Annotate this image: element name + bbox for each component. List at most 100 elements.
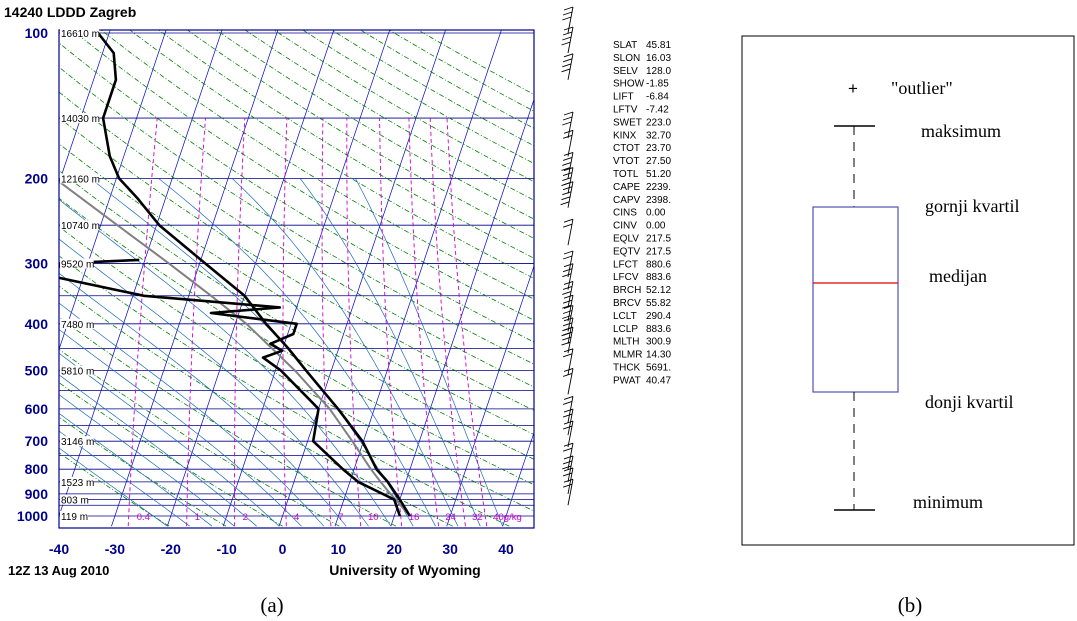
dry-adiabat — [129, 30, 534, 279]
wind-barb — [561, 53, 574, 80]
parcel-path-line — [59, 180, 411, 517]
label-donji-kvartil: donji kvartil — [925, 392, 1014, 412]
index-value: 45.81 — [646, 40, 671, 51]
index-value: 0.00 — [646, 208, 666, 219]
label-outlier: "outlier" — [891, 78, 953, 98]
isotherm-line — [446, 264, 534, 527]
index-name: LCLP — [613, 324, 638, 335]
height-label: 119 m — [61, 512, 88, 523]
index-name: CINV — [613, 221, 637, 232]
height-label: 1523 m — [61, 478, 94, 489]
index-value: 2239. — [646, 182, 671, 193]
temperature-tick-label: -20 — [161, 541, 181, 557]
index-value: 51.20 — [646, 169, 671, 180]
pressure-tick-label: 800 — [25, 461, 49, 477]
index-value: 52.12 — [646, 285, 671, 296]
label-maksimum: maksimum — [921, 121, 1001, 141]
index-value: -7.42 — [646, 105, 669, 116]
index-value: 883.6 — [646, 324, 671, 335]
mixing-ratio-line — [234, 118, 246, 527]
pressure-tick-label: 900 — [25, 486, 49, 502]
index-name: CAPV — [613, 195, 641, 206]
wind-barb — [562, 250, 574, 278]
index-name: EQLV — [613, 234, 639, 245]
index-value: 16.03 — [646, 53, 671, 64]
moist-adiabat — [59, 302, 325, 527]
mixing-ratio-label: 24 — [445, 512, 456, 523]
index-name: SLAT — [613, 40, 637, 51]
mixing-ratio-label: 40g/kg — [493, 512, 522, 523]
wind-barb — [562, 218, 574, 246]
caption-b: (b) — [898, 593, 923, 617]
interquartile-box — [812, 206, 899, 393]
wind-barb — [561, 26, 574, 54]
moist-adiabat — [90, 178, 414, 527]
moist-adiabat — [59, 412, 213, 527]
index-value: -1.85 — [646, 79, 669, 90]
mixing-ratio-label: 0.4 — [137, 512, 150, 523]
isotherm-line — [0, 11, 5, 526]
height-label: 7480 m — [61, 320, 94, 331]
pressure-tick-label: 200 — [25, 170, 49, 186]
wind-barb — [562, 129, 574, 157]
index-name: LIFT — [613, 92, 634, 103]
temperature-tick-label: 0 — [279, 541, 287, 557]
temperature-tick-label: 30 — [442, 541, 458, 557]
wind-barb — [562, 280, 574, 308]
index-name: BRCH — [613, 285, 641, 296]
outlier-marker: + — [848, 79, 858, 98]
index-value: 23.70 — [646, 143, 671, 154]
moist-adiabat — [59, 447, 168, 527]
index-name: SWET — [613, 117, 642, 128]
temperature-tick-label: -10 — [217, 541, 237, 557]
wind-barb — [561, 167, 574, 194]
wind-barb — [562, 263, 574, 290]
label-minimum: minimum — [913, 492, 983, 512]
index-name: THCK — [613, 363, 641, 374]
boxplot-diagram: + "outlier" maksimum gornji kvartil medi… — [741, 35, 1075, 546]
height-label-bg — [60, 220, 100, 231]
moist-adiabat — [59, 329, 302, 527]
skewt-profiles — [59, 32, 412, 517]
dewpoint-line — [59, 258, 402, 517]
moist-adiabat — [59, 238, 369, 527]
isotherm-line — [390, 98, 534, 527]
index-value: 40.47 — [646, 375, 671, 386]
mixing-ratio-label: 16 — [409, 512, 420, 523]
pressure-tick-label: 100 — [25, 25, 49, 41]
dry-adiabat — [71, 30, 534, 321]
mixing-ratio-label: 7 — [338, 512, 343, 523]
height-label-bg — [60, 318, 94, 329]
wind-barb — [562, 367, 574, 395]
mixing-ratio-label: 10 — [368, 512, 379, 523]
mixing-ratio-line — [321, 118, 332, 527]
wind-barb — [562, 6, 574, 34]
index-name: PWAT — [613, 375, 641, 386]
wind-barb — [560, 181, 574, 208]
mixing-ratio-label: 32 — [472, 512, 483, 523]
mixing-ratio-line — [379, 118, 403, 527]
pressure-tick-label: 600 — [25, 401, 49, 417]
index-value: 0.00 — [646, 221, 666, 232]
moist-adiabat — [59, 199, 392, 527]
index-value: 14.30 — [646, 350, 671, 361]
height-label-bg — [60, 436, 94, 447]
index-name: MLTH — [613, 337, 639, 348]
dry-adiabat — [59, 316, 397, 527]
skewt-footer-left: 12Z 13 Aug 2010 — [8, 563, 109, 578]
moist-adiabat — [231, 178, 459, 527]
temperature-tick-label: 40 — [498, 541, 514, 557]
pressure-tick-label: 500 — [25, 363, 49, 379]
dry-adiabat — [59, 143, 534, 436]
moist-adiabat — [59, 430, 190, 527]
skewt-frame — [58, 29, 535, 529]
index-name: SHOW — [613, 79, 645, 90]
dry-adiabat — [59, 42, 534, 343]
index-name: EQTV — [613, 246, 641, 257]
height-label-bg — [60, 28, 100, 38]
dry-adiabat — [59, 170, 534, 460]
index-value: 883.6 — [646, 272, 671, 283]
